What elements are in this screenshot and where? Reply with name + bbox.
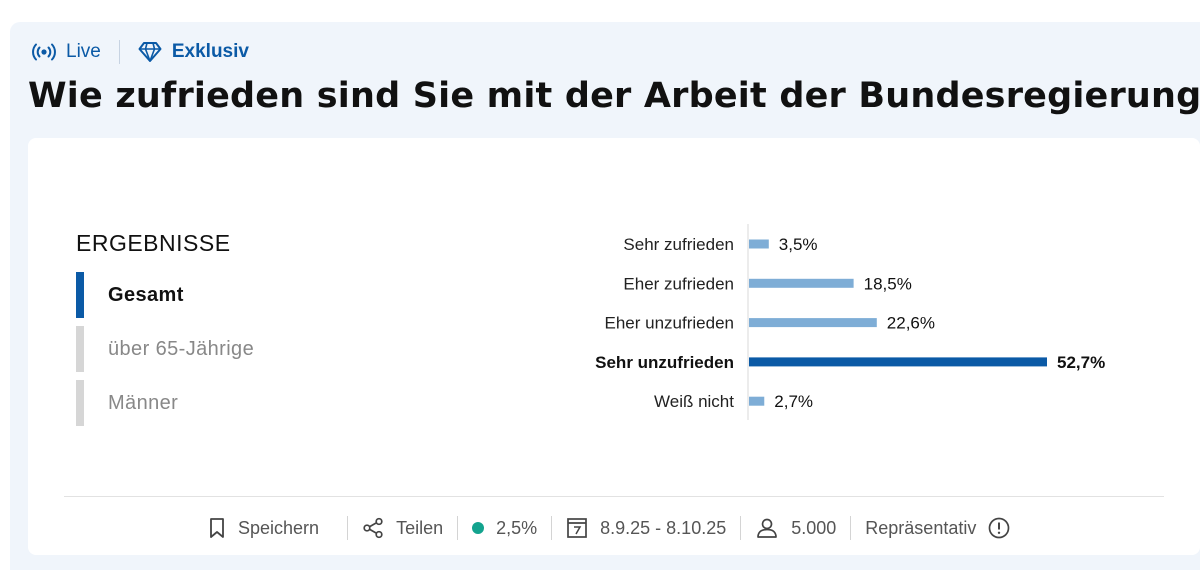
footer-bar: Speichern Teilen 2,5% xyxy=(208,512,1010,544)
tab-indicator xyxy=(76,272,84,318)
share-button[interactable]: Teilen xyxy=(362,517,443,539)
calendar-icon xyxy=(567,518,587,538)
survey-period: 8.9.25 - 8.10.25 xyxy=(566,517,726,539)
live-broadcast-icon xyxy=(32,43,56,61)
live-badge[interactable]: Live xyxy=(32,41,101,63)
bar-category-label: Weiß nicht xyxy=(654,392,734,411)
footer-separator xyxy=(551,516,553,540)
margin-of-error: 2,5% xyxy=(472,518,537,539)
save-label: Speichern xyxy=(238,517,320,538)
status-dot-icon xyxy=(472,522,485,534)
bar-value-label: 3,5% xyxy=(779,235,818,254)
survey-widget: Live Exklusiv Wie zufrieden sind Sie mit… xyxy=(10,22,1200,570)
bar xyxy=(749,318,877,328)
representative-label: Repräsentativ xyxy=(865,517,977,538)
bar xyxy=(749,239,769,249)
exklusiv-badge[interactable]: Exklusiv xyxy=(138,41,249,63)
tab-indicator xyxy=(76,326,84,372)
tab-maenner[interactable]: Männer xyxy=(76,380,356,426)
footer-separator xyxy=(457,516,459,540)
respondents-count: 5.000 xyxy=(755,517,836,539)
person-icon xyxy=(757,518,778,538)
bar xyxy=(749,396,765,406)
footer-separator xyxy=(347,516,349,540)
respondents-value: 5.000 xyxy=(791,517,837,538)
tab-label: Männer xyxy=(108,391,179,414)
bar-value-label: 22,6% xyxy=(887,314,935,333)
bookmark-icon xyxy=(210,518,224,538)
info-alert-icon xyxy=(988,517,1010,539)
share-label: Teilen xyxy=(396,517,444,538)
bar-category-label: Sehr unzufrieden xyxy=(595,353,734,372)
tab-label: über 65-Jährige xyxy=(108,337,255,360)
results-heading: ERGEBNISSE xyxy=(76,230,231,256)
bar-category-label: Sehr zufrieden xyxy=(623,235,734,254)
badges-row: Live Exklusiv xyxy=(32,38,249,66)
footer-divider xyxy=(64,496,1164,497)
bar xyxy=(749,278,854,288)
bar-value-label: 2,7% xyxy=(774,392,813,411)
bar-value-label: 52,7% xyxy=(1057,353,1105,372)
bar-category-label: Eher zufrieden xyxy=(623,274,734,293)
date-range: 8.9.25 - 8.10.25 xyxy=(600,517,727,538)
footer-separator xyxy=(850,516,852,540)
footer-separator xyxy=(740,516,742,540)
bar-value-label: 18,5% xyxy=(864,274,912,293)
page-title: Wie zufrieden sind Sie mit der Arbeit de… xyxy=(28,76,1200,116)
save-button[interactable]: Speichern xyxy=(208,517,319,539)
share-icon xyxy=(363,517,383,539)
live-label: Live xyxy=(66,41,101,62)
representative-info[interactable]: Repräsentativ xyxy=(865,517,1010,539)
tab-indicator xyxy=(76,380,84,426)
results-card: ERGEBNISSE Gesamt über 65-Jährige Männer… xyxy=(28,138,1200,555)
tab-gesamt[interactable]: Gesamt xyxy=(76,272,356,318)
diamond-icon xyxy=(138,42,162,62)
exklusiv-label: Exklusiv xyxy=(171,41,249,62)
margin-of-error-value: 2,5% xyxy=(496,517,538,538)
results-bar-chart: Sehr zufrieden 3,5% Eher zufrieden 18,5% Ehe… xyxy=(595,224,1105,420)
bar-category-label: Eher unzufrieden xyxy=(605,314,734,333)
bar xyxy=(749,357,1047,367)
tab-label: Gesamt xyxy=(108,283,184,306)
tab-ueber-65[interactable]: über 65-Jährige xyxy=(76,326,356,372)
badge-divider xyxy=(118,40,120,64)
